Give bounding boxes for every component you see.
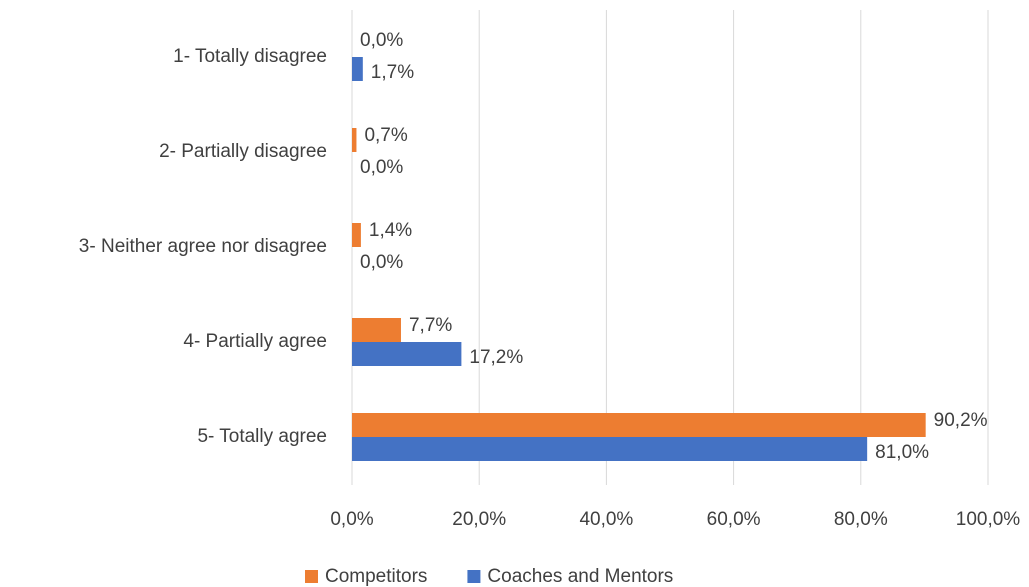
x-tick-label: 40,0% <box>579 509 633 530</box>
x-tick-label: 80,0% <box>834 509 888 530</box>
legend-swatch <box>467 570 481 583</box>
y-tick-label: 4- Partially agree <box>183 331 327 352</box>
bar <box>352 128 357 152</box>
y-tick-label: 3- Neither agree nor disagree <box>79 236 327 257</box>
y-tick-label: 2- Partially disagree <box>159 141 327 162</box>
bar <box>352 57 363 81</box>
value-label: 1,7% <box>371 62 414 83</box>
legend-swatch <box>305 570 318 583</box>
bar <box>352 413 926 437</box>
value-label: 0,7% <box>364 125 407 146</box>
legend-label: Competitors <box>325 566 427 587</box>
x-tick-label: 20,0% <box>452 509 506 530</box>
x-tick-label: 0,0% <box>330 509 373 530</box>
y-tick-label: 5- Totally agree <box>197 426 327 447</box>
value-label: 0,0% <box>360 30 403 51</box>
x-tick-label: 60,0% <box>707 509 761 530</box>
value-label: 0,0% <box>360 252 403 273</box>
y-tick-label: 1- Totally disagree <box>173 46 327 67</box>
bar <box>352 223 361 247</box>
value-label: 17,2% <box>469 347 523 368</box>
value-label: 7,7% <box>409 315 452 336</box>
bar <box>352 318 401 342</box>
legend-label: Coaches and Mentors <box>487 566 673 587</box>
value-label: 1,4% <box>369 220 412 241</box>
value-label: 90,2% <box>934 410 988 431</box>
x-tick-label: 100,0% <box>956 509 1021 530</box>
bar <box>352 342 462 366</box>
bar <box>352 437 868 461</box>
value-label: 0,0% <box>360 157 403 178</box>
value-label: 81,0% <box>875 442 929 463</box>
